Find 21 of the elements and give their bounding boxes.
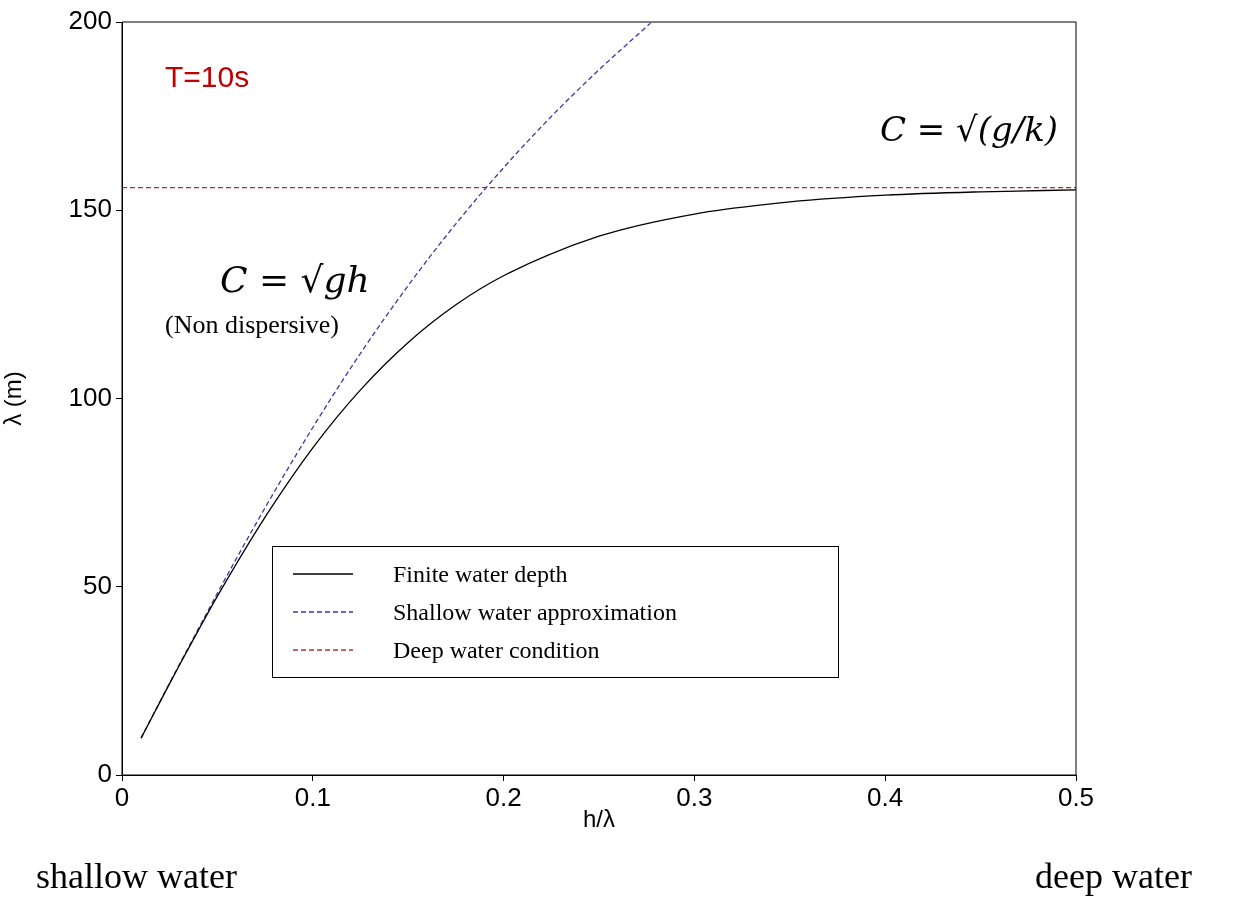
- legend-label: Deep water condition: [393, 636, 600, 664]
- legend-label: Finite water depth: [393, 560, 568, 588]
- y-tick-label: 200: [68, 5, 112, 36]
- text: shallow water: [36, 856, 237, 896]
- annotation: T=10s: [165, 60, 250, 93]
- y-axis-title: λ (m): [0, 371, 27, 426]
- annotation: C = √gh: [220, 259, 370, 300]
- text: deep water: [1035, 856, 1192, 896]
- x-tick-label: 0.5: [1057, 781, 1095, 812]
- x-tick-label: 0.2: [485, 781, 522, 812]
- x-tick-label: 0.1: [294, 781, 331, 812]
- y-tick-label: 50: [83, 569, 112, 600]
- y-tick-label: 100: [68, 381, 112, 412]
- x-axis-title: h/λ: [582, 805, 616, 833]
- annotation: (Non dispersive): [165, 310, 340, 339]
- annotation: C = √(g/k): [880, 109, 1059, 149]
- x-tick-label: 0.4: [867, 781, 904, 812]
- x-tick-label: 0.3: [676, 781, 713, 812]
- y-tick-label: 0: [97, 758, 112, 789]
- legend-label: Shallow water approximation: [393, 598, 677, 626]
- y-tick-label: 150: [68, 193, 112, 224]
